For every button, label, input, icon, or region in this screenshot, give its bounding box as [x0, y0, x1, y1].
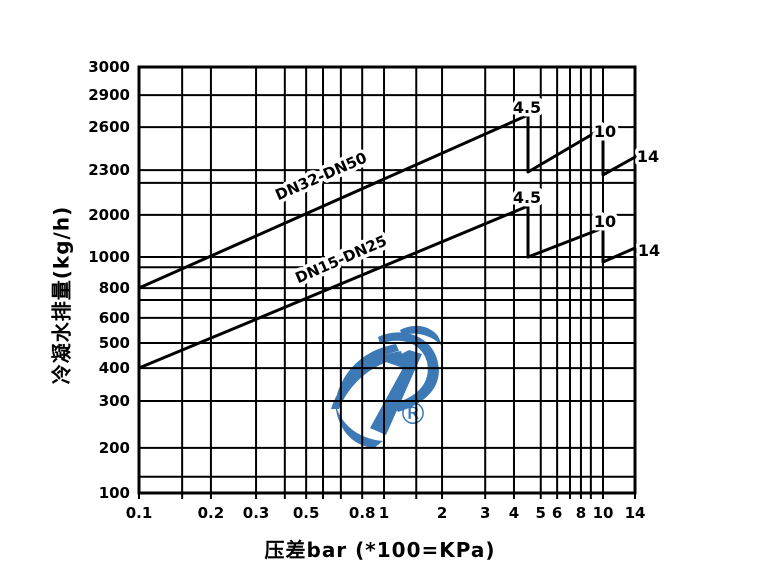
- y-tick-label: 3000: [88, 58, 130, 76]
- logo-numeral-stroke: [370, 350, 422, 435]
- y-tick-label: 500: [99, 334, 130, 352]
- plot-border: [137, 65, 637, 495]
- y-tick-label: 300: [99, 392, 130, 410]
- x-tick-label: 4: [509, 504, 519, 522]
- series-line-DN15-DN25: [137, 204, 637, 370]
- series-curves: [137, 113, 637, 370]
- x-tick-label: 6: [552, 504, 562, 522]
- x-tick-label: 3: [480, 504, 490, 522]
- logo-swoosh-left-lower: [331, 351, 403, 409]
- curve-point-label: 4.5: [513, 98, 541, 117]
- curve-point-label: 14: [638, 241, 660, 260]
- logo-swoosh-top: [400, 325, 443, 347]
- x-axis-title: 压差bar (*100=KPa): [264, 538, 496, 562]
- logo-swoosh-bowl: [378, 332, 439, 412]
- y-tick-label: 200: [99, 439, 130, 457]
- y-tick-label: 100: [99, 484, 130, 502]
- y-tick-label: 400: [99, 359, 130, 377]
- y-tick-label: 2000: [88, 206, 130, 224]
- y-tick-label: 2300: [88, 161, 130, 179]
- brand-logo: ®: [331, 325, 443, 448]
- y-tick-label: 1000: [88, 248, 130, 266]
- y-axis-title: 冷凝水排量(kg/h): [49, 205, 74, 385]
- x-tick-label: 0.2: [198, 504, 225, 522]
- logo-swoosh-tail: [335, 402, 383, 448]
- plot-border-rect: [137, 65, 637, 495]
- y-tick-label: 2600: [88, 118, 130, 136]
- x-tick-label: 0.5: [293, 504, 320, 522]
- registered-trademark-icon: ®: [398, 397, 428, 432]
- y-tick-label: 600: [99, 309, 130, 327]
- x-tick-label: 0.1: [126, 504, 153, 522]
- x-tick-label: 8: [576, 504, 586, 522]
- curve-point-label: 4.5: [513, 188, 541, 207]
- curve-point-label: 14: [637, 147, 659, 166]
- x-tick-label: 5: [536, 504, 546, 522]
- curve-point-label: 10: [594, 212, 616, 231]
- x-tick-label: 1: [379, 504, 389, 522]
- series-line-DN32-DN50: [137, 113, 637, 290]
- x-tick-label: 14: [625, 504, 646, 522]
- x-tick-label: 2: [437, 504, 447, 522]
- x-tick-label: 0.8: [349, 504, 376, 522]
- y-tick-label: 2900: [88, 86, 130, 104]
- x-tick-label: 10: [593, 504, 614, 522]
- y-tick-label: 800: [99, 279, 130, 297]
- x-tick-label: 0.3: [243, 504, 270, 522]
- series-label-DN32-DN50: DN32-DN50: [272, 149, 369, 205]
- curve-point-label: 10: [594, 122, 616, 141]
- gridlines: [138, 66, 636, 499]
